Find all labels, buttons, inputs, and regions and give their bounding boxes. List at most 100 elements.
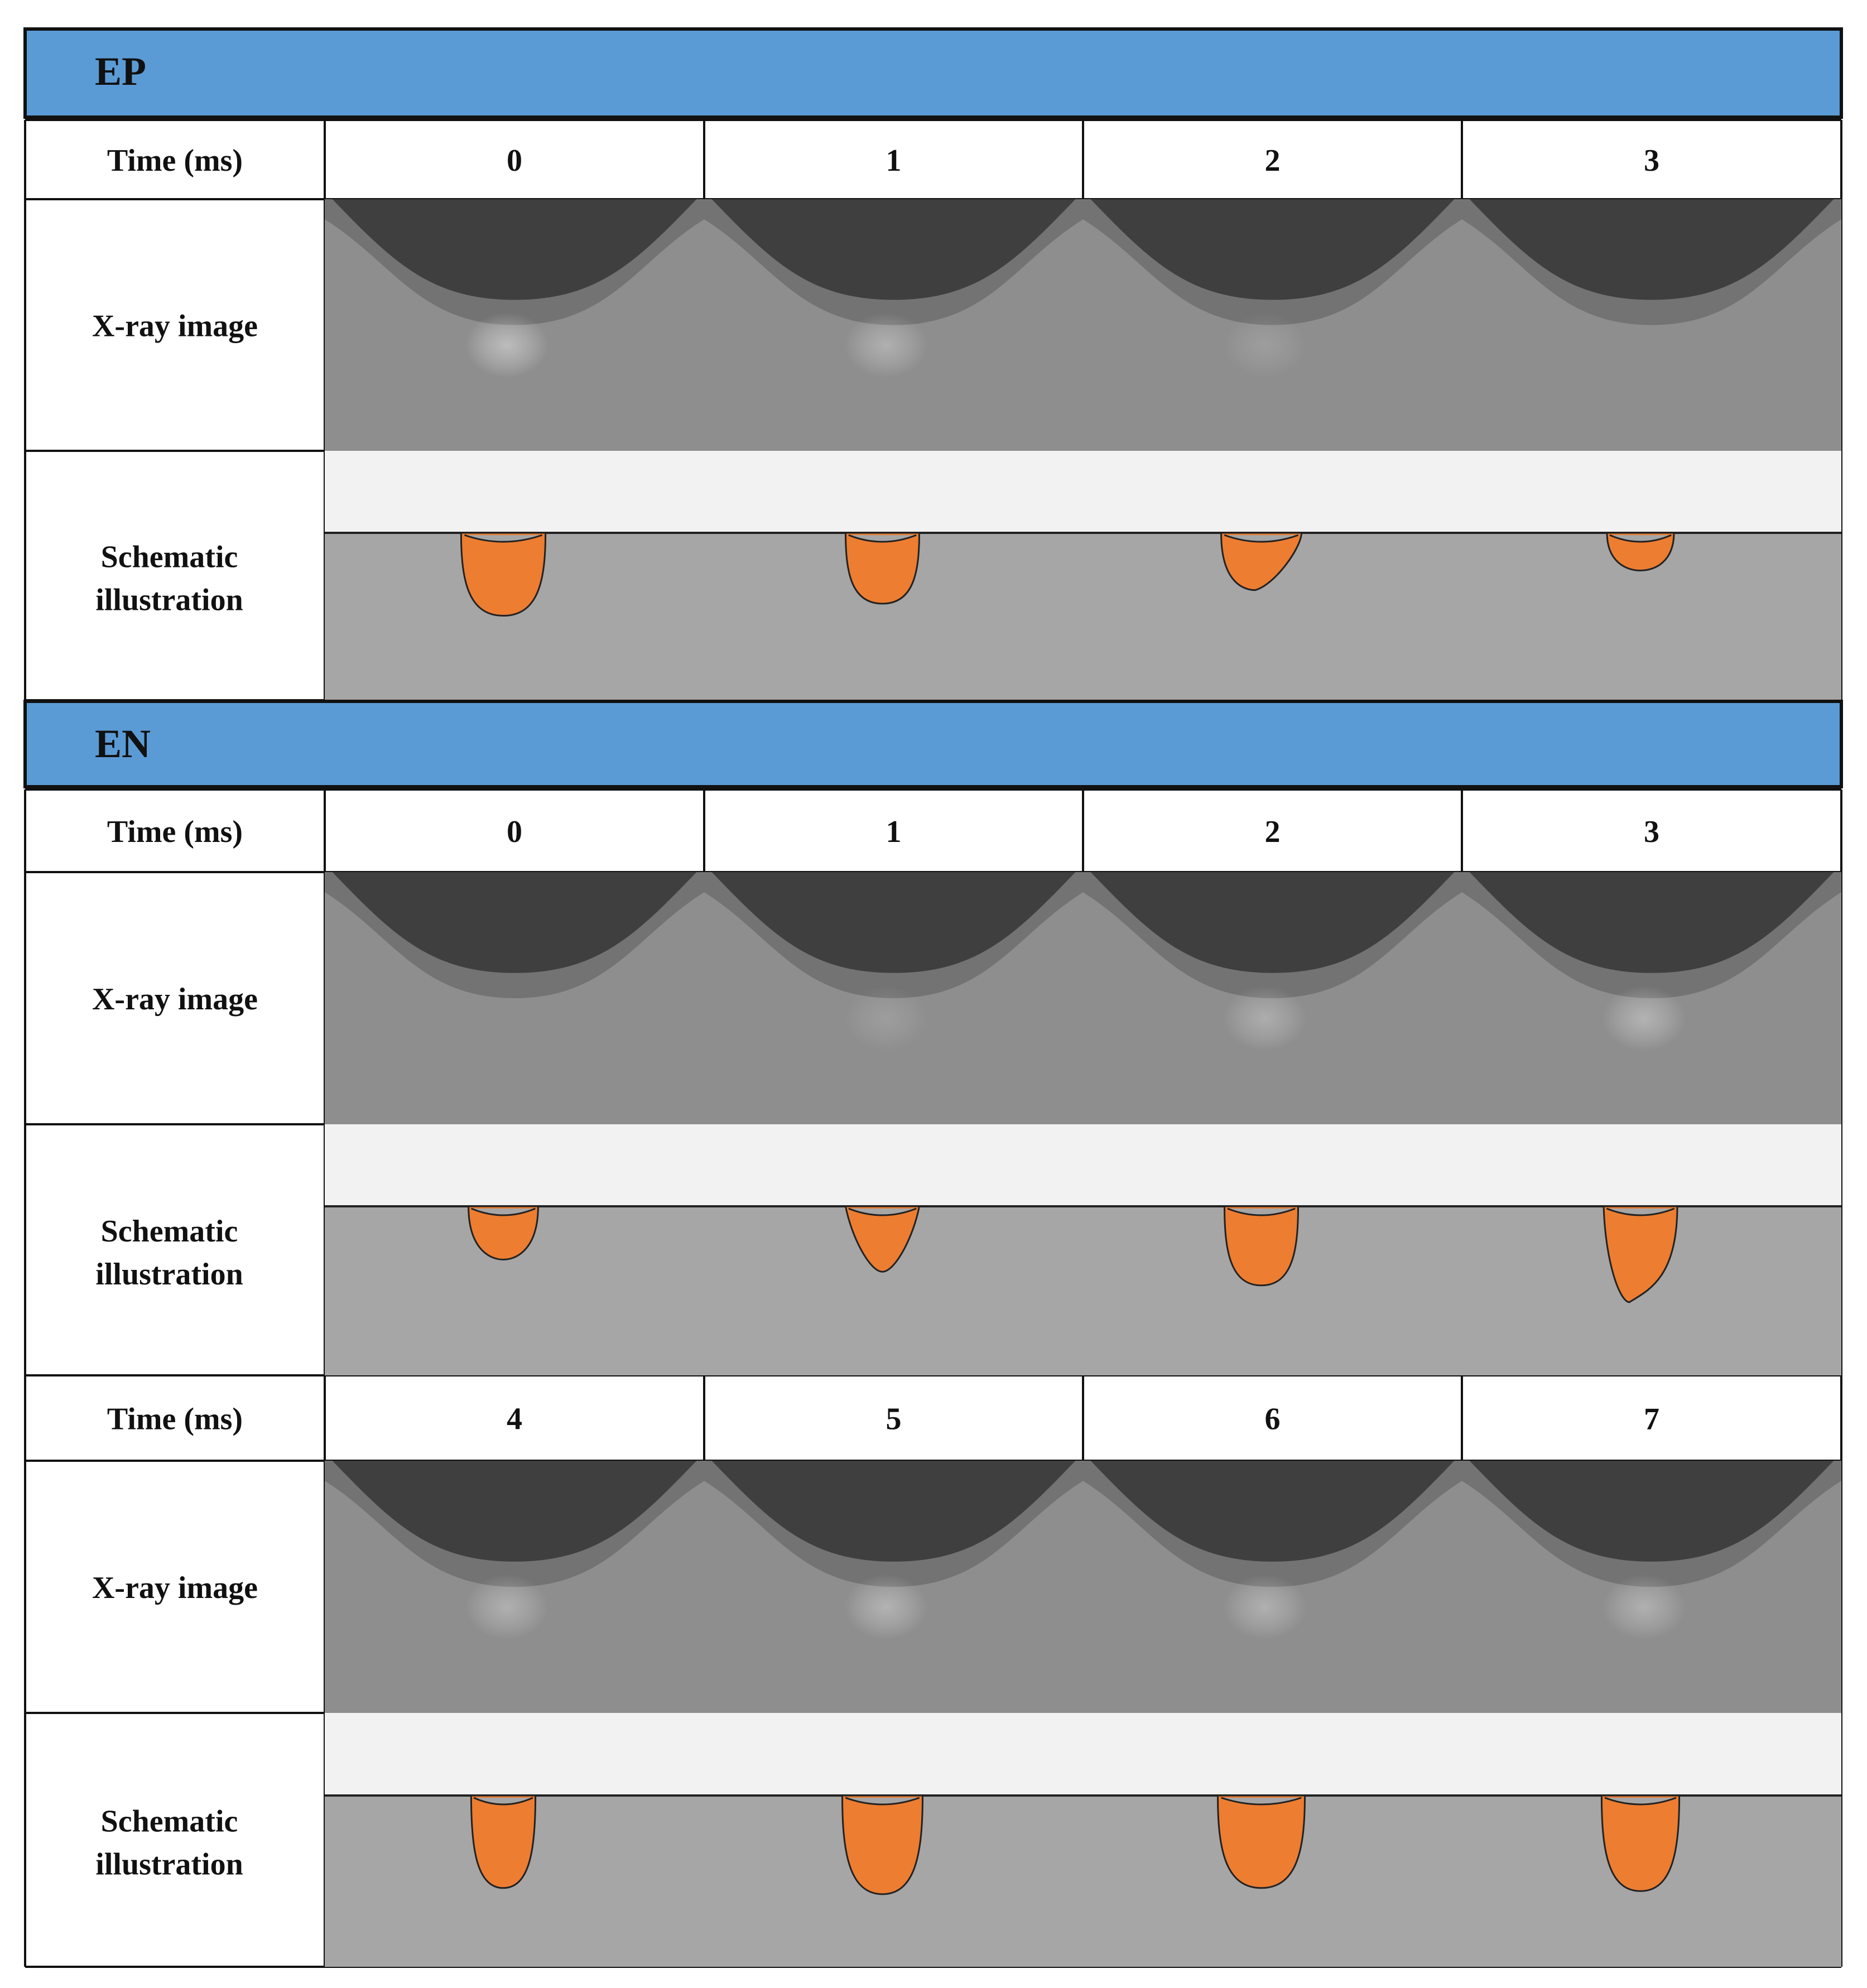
time-value: 0 [507,143,522,178]
keyhole-meniscus [848,534,917,543]
xray-image [1462,199,1841,451]
air-region [1462,1124,1841,1206]
schematic-cell [1462,1713,1841,1967]
xray-dark-region [1469,199,1834,300]
molten-pool [468,1205,539,1260]
keyhole-meniscus [1224,534,1299,543]
schematic-cell [325,451,704,700]
time-value: 2 [1265,143,1281,178]
xray-image [704,1461,1083,1713]
keyhole-meniscus [473,1797,533,1806]
xray-bright-spot [1602,985,1686,1051]
xray-dark-region [711,199,1076,300]
schematic-row-label-line2: illustration [95,1847,243,1882]
keyhole-meniscus [845,1797,920,1806]
air-region [325,1124,704,1206]
xray-image [325,872,704,1124]
time-value: 7 [1644,1402,1659,1437]
xray-bright-spot [844,985,928,1051]
keyhole-meniscus [1606,1207,1675,1216]
xray-bright-spot [1602,1574,1686,1640]
xray-dark-region [332,199,697,300]
schematic-cell [1083,451,1462,700]
air-region [704,1124,1083,1206]
schematic-row-label-line1: Schematic [101,540,238,575]
air-region [704,451,1083,533]
xray-bright-spot [1223,312,1307,378]
time-row [25,120,1841,199]
xray-dark-region [1469,872,1834,973]
time-value: 2 [1265,815,1281,849]
time-value: 5 [886,1402,902,1437]
xray-image [1083,872,1462,1124]
schematic-cell [1462,1124,1841,1375]
time-row [25,790,1841,872]
air-region [704,1713,1083,1796]
air-region [1083,451,1462,533]
schematic-row-label-line2: illustration [95,1257,243,1292]
xray-image [1083,1461,1462,1713]
xray-image [1083,199,1462,451]
xray-dark-region [1469,1461,1834,1562]
xray-image [325,1461,704,1713]
schematic-cell [704,451,1083,700]
xray-dark-region [711,1461,1076,1562]
section-title: EP [95,49,146,94]
air-region [1462,451,1841,533]
molten-pool [844,1205,921,1273]
time-value: 4 [507,1402,522,1437]
air-region [325,451,704,533]
time-value: 3 [1644,815,1659,849]
air-region [1462,1713,1841,1796]
xray-row-label: X-ray image [92,309,258,344]
xray-image [704,872,1083,1124]
air-region [1083,1713,1462,1796]
xray-image [1462,1461,1841,1713]
time-row-label: Time (ms) [107,1402,243,1437]
time-row-label: Time (ms) [107,815,243,849]
schematic-cell [704,1713,1083,1967]
keyhole-meniscus [1227,1207,1296,1216]
air-region [325,1713,704,1796]
xray-bright-spot [844,1574,928,1640]
time-value: 3 [1644,143,1659,178]
molten-pool [1603,1205,1678,1303]
xray-row-label: X-ray image [92,1571,258,1605]
schematic-row-label-line1: Schematic [101,1214,238,1249]
xray-dark-region [332,872,697,973]
time-value: 1 [886,143,902,178]
schematic-cell [1462,451,1841,700]
keyhole-meniscus [464,534,543,543]
keyhole-meniscus [471,1207,536,1216]
xray-dark-region [711,872,1076,973]
molten-pool [844,532,921,605]
keyhole-meniscus [1609,534,1672,543]
schematic-cell [325,1124,704,1375]
xray-bright-spot [465,312,549,378]
molten-pool [841,1794,924,1895]
schematic-row-label-line2: illustration [95,583,243,618]
keyhole-meniscus [848,1207,917,1216]
molten-pool [1216,1794,1306,1889]
xray-dark-region [1090,1461,1455,1562]
air-region [1083,1124,1462,1206]
xray-dark-region [332,1461,697,1562]
time-value: 6 [1265,1402,1281,1437]
xray-dark-region [1090,199,1455,300]
molten-pool [1223,1205,1300,1287]
schematic-cell [704,1124,1083,1375]
molten-pool [470,1794,537,1889]
schematic-cell [325,1713,704,1967]
xray-bright-spot [1223,1574,1307,1640]
xray-row-label: X-ray image [92,982,258,1017]
molten-pool [1600,1794,1681,1892]
xray-bright-spot [1223,985,1307,1051]
xray-bright-spot [844,312,928,378]
time-row-label: Time (ms) [107,143,243,178]
section-title: EN [95,721,151,766]
molten-pool [1606,532,1675,572]
schematic-cell [1083,1713,1462,1967]
molten-pool [1220,532,1303,591]
